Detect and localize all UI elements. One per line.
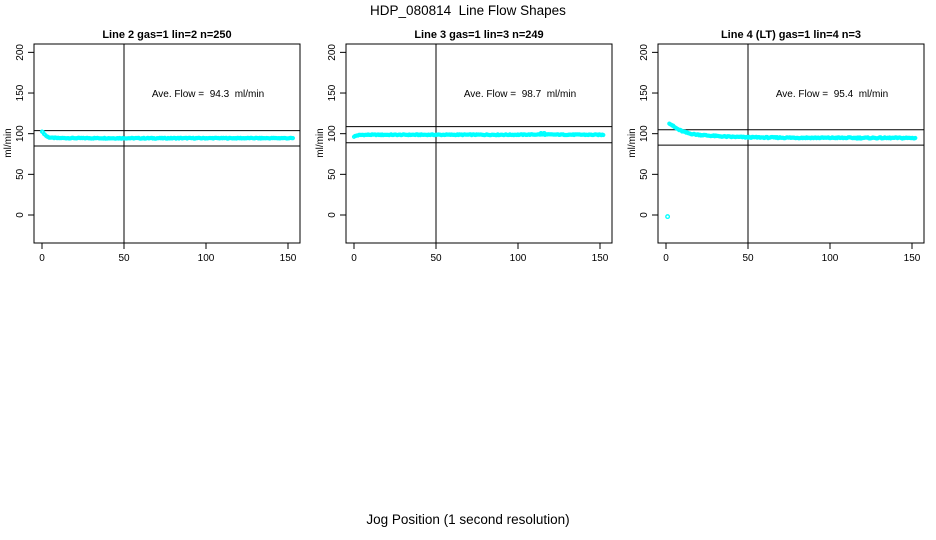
chart-main-title: HDP_080814 Line Flow Shapes <box>370 3 566 18</box>
x-tick-label: 0 <box>39 253 45 264</box>
x-tick-label: 50 <box>430 253 442 264</box>
panel-line-3-plot: Line 3 gas=1 lin=3 n=249 ml/min 0 50 100 15… <box>315 29 613 264</box>
x-tick-label: 150 <box>280 253 297 264</box>
panel-line-4-plot: Line 4 (LT) gas=1 lin=4 n=3 ml/min 0 50 10… <box>627 29 925 264</box>
y-tick-label: 200 <box>639 44 650 61</box>
y-axis-label: ml/min <box>315 128 326 157</box>
plot-frame <box>657 43 925 244</box>
panel-title: Line 2 gas=1 lin=2 n=250 <box>102 29 231 41</box>
y-tick-label: 0 <box>327 212 338 218</box>
data-point <box>913 135 918 141</box>
data-point <box>601 132 606 138</box>
ave-flow-annotation: Ave. Flow = 95.4 ml/min <box>776 89 888 100</box>
ave-flow-annotation: Ave. Flow = 94.3 ml/min <box>152 89 264 100</box>
x-tick-label: 100 <box>510 253 527 264</box>
data-points-layer <box>665 121 918 220</box>
y-tick-label: 150 <box>327 84 338 101</box>
axes-layer: 0 50 100 150 200 0 50 100 150 <box>639 43 925 264</box>
x-tick-label: 50 <box>118 253 130 264</box>
y-tick-label: 100 <box>639 125 650 142</box>
y-tick-label: 50 <box>15 168 26 180</box>
axes-layer: 0 50 100 150 200 0 50 100 150 <box>15 43 301 264</box>
plot-frame <box>33 43 301 244</box>
data-point <box>290 135 295 141</box>
panel-line-2: Line 2 gas=1 lin=2 n=250 ml/min 0 50 100 15… <box>0 18 312 268</box>
outlier-point <box>665 214 671 220</box>
data-points-layer <box>351 130 606 139</box>
panels-row: Line 2 gas=1 lin=2 n=250 ml/min 0 50 100 15… <box>0 18 936 270</box>
y-tick-label: 0 <box>15 212 26 218</box>
x-tick-label: 0 <box>663 253 669 264</box>
panel-line-4: Line 4 (LT) gas=1 lin=4 n=3 ml/min 0 50 10… <box>624 18 936 268</box>
panel-line-2-plot: Line 2 gas=1 lin=2 n=250 ml/min 0 50 100 15… <box>3 29 301 264</box>
y-axis-label: ml/min <box>3 128 14 157</box>
y-tick-label: 100 <box>15 125 26 142</box>
data-points-layer <box>39 129 295 141</box>
y-tick-label: 50 <box>327 168 338 180</box>
panel-title: Line 3 gas=1 lin=3 n=249 <box>414 29 543 41</box>
y-tick-label: 0 <box>639 212 650 218</box>
y-tick-label: 150 <box>15 84 26 101</box>
x-tick-label: 0 <box>351 253 357 264</box>
y-axis-label: ml/min <box>627 128 638 157</box>
outlier-point <box>541 130 547 136</box>
panel-line-3: Line 3 gas=1 lin=3 n=249 ml/min 0 50 100 15… <box>312 18 624 268</box>
x-tick-label: 150 <box>904 253 921 264</box>
x-tick-label: 150 <box>592 253 609 264</box>
x-tick-label: 50 <box>742 253 754 264</box>
outer-x-axis-label: Jog Position (1 second resolution) <box>366 512 570 527</box>
y-tick-label: 100 <box>327 125 338 142</box>
ave-flow-annotation: Ave. Flow = 98.7 ml/min <box>464 89 576 100</box>
x-tick-label: 100 <box>822 253 839 264</box>
x-tick-label: 100 <box>198 253 215 264</box>
y-tick-label: 50 <box>639 168 650 180</box>
panel-title: Line 4 (LT) gas=1 lin=4 n=3 <box>721 29 861 41</box>
y-tick-label: 200 <box>15 44 26 61</box>
y-tick-label: 150 <box>639 84 650 101</box>
y-tick-label: 200 <box>327 44 338 61</box>
axes-layer: 0 50 100 150 200 0 50 100 150 <box>327 43 613 264</box>
plot-frame <box>345 43 613 244</box>
